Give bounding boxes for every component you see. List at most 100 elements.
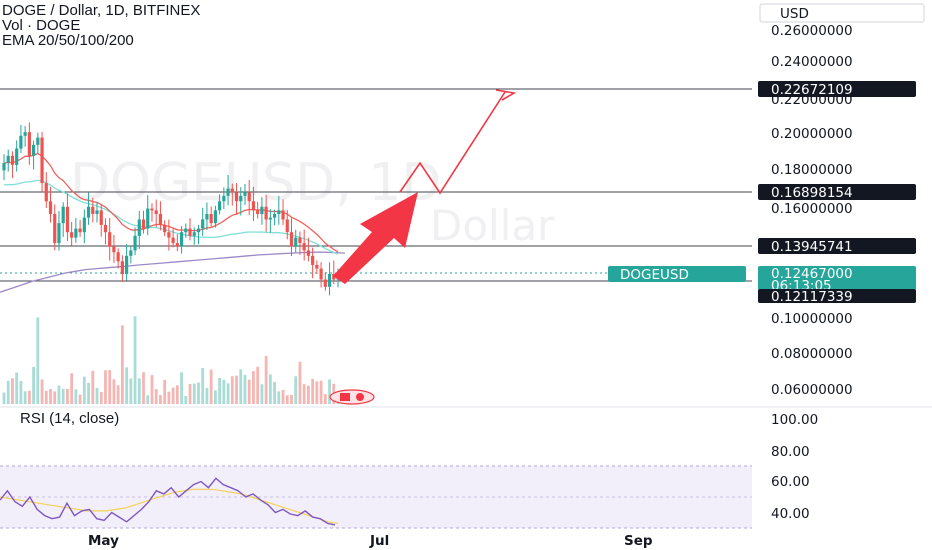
volume-bar (116, 385, 120, 404)
big-arrow-icon[interactable] (333, 192, 418, 284)
volume-bar (95, 388, 99, 404)
candle-body[interactable] (133, 235, 137, 251)
candle-body[interactable] (222, 195, 226, 202)
volume-bar (112, 379, 116, 404)
candle-body[interactable] (6, 155, 10, 164)
candle-body[interactable] (226, 188, 230, 196)
candle-body[interactable] (78, 228, 82, 233)
price-axis[interactable]: 0.26000000 0.24000000 0.22000000 0.20000… (771, 23, 853, 398)
candle-body[interactable] (31, 144, 36, 156)
candle-body[interactable] (239, 195, 243, 202)
candle-body[interactable] (323, 279, 327, 287)
candle-body[interactable] (2, 163, 6, 171)
volume-bar (268, 374, 272, 404)
rsi-ma-line (0, 488, 339, 524)
candle-body[interactable] (91, 206, 95, 215)
volume-bar (302, 384, 306, 404)
candle-body[interactable] (95, 210, 99, 215)
candle-body[interactable] (15, 148, 19, 165)
candle-body[interactable] (327, 274, 332, 287)
candle-body[interactable] (315, 264, 319, 269)
candle-body[interactable] (243, 192, 247, 196)
candle-body[interactable] (163, 224, 167, 233)
candle-body[interactable] (65, 206, 70, 233)
candle-body[interactable] (99, 210, 103, 225)
candle-body[interactable] (129, 250, 133, 256)
candle-body[interactable] (57, 223, 61, 244)
candle-body[interactable] (272, 214, 277, 218)
candle-body[interactable] (158, 214, 163, 225)
candle-body[interactable] (27, 132, 31, 156)
candle-body[interactable] (19, 135, 23, 149)
candle-body[interactable] (120, 261, 124, 275)
candle-body[interactable] (86, 206, 91, 218)
candle-body[interactable] (112, 246, 116, 253)
currency-box[interactable] (759, 3, 925, 23)
volume-bar (167, 391, 171, 404)
candle-body[interactable] (311, 255, 315, 265)
candle-body[interactable] (285, 219, 289, 233)
candle-body[interactable] (247, 192, 251, 202)
candle-body[interactable] (116, 252, 120, 262)
candle-body[interactable] (103, 224, 108, 233)
candle-body[interactable] (306, 250, 311, 256)
candle-body[interactable] (268, 217, 272, 220)
candle-body[interactable] (125, 255, 129, 275)
ideas-logo-icon (329, 389, 375, 405)
price-tag-3-text: 0.13945741 (771, 239, 853, 255)
candle-body[interactable] (234, 192, 239, 202)
candle-body[interactable] (289, 232, 294, 247)
candle-body[interactable] (23, 132, 27, 136)
candle-body[interactable] (294, 237, 298, 247)
candle-body[interactable] (82, 217, 86, 233)
candle-body[interactable] (213, 210, 217, 224)
candle-body[interactable] (146, 208, 150, 229)
candle-body[interactable] (256, 210, 260, 215)
candle-body[interactable] (277, 210, 281, 215)
candle-body[interactable] (184, 228, 188, 233)
volume-bar (129, 378, 133, 404)
candle-body[interactable] (154, 210, 158, 215)
candle-body[interactable] (150, 208, 154, 211)
candle-body[interactable] (196, 228, 201, 233)
candle-body[interactable] (230, 188, 234, 193)
candle-body[interactable] (251, 201, 256, 211)
price-tick: 0.20000000 (771, 126, 853, 142)
price-tag-4 (758, 289, 916, 303)
candlestick-series[interactable] (2, 122, 340, 296)
projection-path[interactable] (399, 91, 506, 195)
candle-body[interactable] (264, 206, 268, 220)
volume-bar (120, 325, 124, 404)
candle-body[interactable] (209, 214, 213, 224)
candle-body[interactable] (48, 201, 53, 215)
candle-body[interactable] (53, 214, 57, 244)
candle-body[interactable] (205, 214, 209, 220)
candle-body[interactable] (74, 228, 78, 238)
candle-body[interactable] (188, 228, 192, 236)
candle-body[interactable] (171, 237, 175, 244)
volume-bar (307, 385, 310, 404)
candle-body[interactable] (61, 206, 65, 224)
candle-body[interactable] (201, 219, 205, 229)
candle-body[interactable] (70, 232, 74, 238)
candle-body[interactable] (298, 237, 302, 244)
candle-body[interactable] (137, 219, 141, 236)
candle-body[interactable] (179, 232, 184, 247)
candle-body[interactable] (218, 201, 222, 211)
candle-body[interactable] (281, 210, 285, 220)
candle-body[interactable] (332, 274, 336, 280)
candle-body[interactable] (302, 243, 306, 251)
candle-body[interactable] (175, 243, 179, 247)
candle-body[interactable] (192, 232, 196, 236)
candle-body[interactable] (40, 137, 44, 184)
candle-body[interactable] (167, 232, 171, 238)
candle-body[interactable] (10, 155, 15, 165)
candle-body[interactable] (319, 268, 323, 280)
candle-body[interactable] (108, 232, 112, 247)
candle-body[interactable] (141, 219, 146, 229)
candle-body[interactable] (44, 183, 48, 202)
volume-bar (323, 394, 327, 404)
candle-body[interactable] (36, 137, 40, 145)
candle-body[interactable] (260, 206, 264, 215)
